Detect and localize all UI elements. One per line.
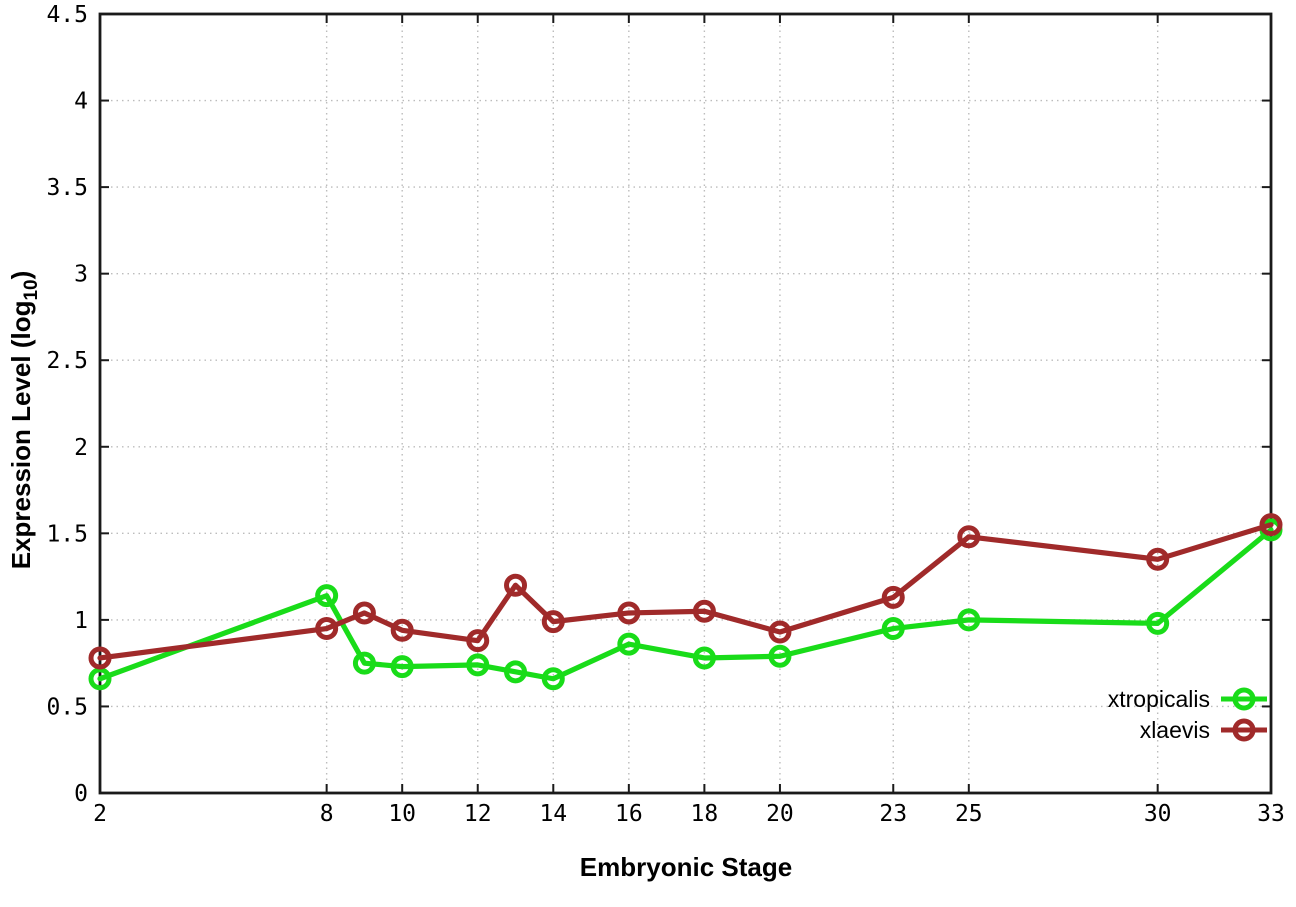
legend-marker-icon-xlaevis [1232, 718, 1256, 742]
data-point-xtropicalis [617, 632, 641, 656]
x-tick-label: 23 [879, 801, 907, 827]
data-point-xtropicalis [466, 653, 490, 677]
legend-label-xlaevis: xlaevis [1140, 717, 1210, 743]
plot-border [98, 12, 1273, 795]
data-point-xtropicalis [352, 651, 376, 675]
data-point-xtropicalis [541, 667, 565, 691]
series-line-xtropicalis [97, 527, 1274, 682]
data-point-xlaevis [768, 620, 792, 644]
data-point-xlaevis [1146, 547, 1170, 571]
x-tick-label: 33 [1257, 801, 1285, 827]
data-point-xlaevis [881, 585, 905, 609]
y-tick-label: 0.5 [46, 694, 88, 720]
y-axis-title-text: Expression Level (log [6, 301, 36, 570]
data-point-xtropicalis [957, 608, 981, 632]
x-tick-label: 10 [388, 801, 416, 827]
data-point-xtropicalis [1146, 611, 1170, 635]
data-point-xtropicalis [768, 644, 792, 668]
data-point-xlaevis [692, 599, 716, 623]
x-tick-label: 20 [766, 801, 794, 827]
data-point-xlaevis [957, 525, 981, 549]
x-tick-label: 30 [1144, 801, 1172, 827]
y-axis-title: Expression Level (log10) [6, 271, 42, 570]
x-tick-label: 16 [615, 801, 643, 827]
legend-label-xtropicalis: xtropicalis [1108, 686, 1210, 712]
data-point-xtropicalis [692, 646, 716, 670]
data-point-xtropicalis [504, 660, 528, 684]
x-tick-label: 25 [955, 801, 983, 827]
data-point-xlaevis [617, 601, 641, 625]
legend-marker-icon-xtropicalis [1232, 687, 1256, 711]
axes: 2 8 10 12 14 16 18 20 23 25 30 33 0 0.5 1 1.5 2 2.5 3 3.5 4 4… [46, 2, 1284, 827]
data-point-xtropicalis [315, 584, 339, 608]
y-tick-label: 2.5 [46, 348, 88, 374]
x-tick-label: 14 [539, 801, 567, 827]
data-point-xlaevis [466, 629, 490, 653]
data-point-xtropicalis [390, 655, 414, 679]
x-tick-label: 12 [464, 801, 492, 827]
data-point-xlaevis [352, 601, 376, 625]
y-tick-label: 1.5 [46, 521, 88, 547]
legend: xtropicalis xlaevis [1108, 686, 1267, 743]
data-point-xtropicalis [881, 617, 905, 641]
data-point-xtropicalis [88, 667, 112, 691]
y-tick-label: 2 [74, 435, 88, 461]
y-tick-label: 4 [74, 89, 88, 115]
y-tick-label: 0 [74, 781, 88, 807]
data-point-xlaevis [541, 610, 565, 634]
series-line-xlaevis [97, 522, 1274, 661]
y-tick-label: 3 [74, 262, 88, 288]
series [88, 513, 1283, 691]
data-point-xlaevis [504, 573, 528, 597]
y-axis-title-close: ) [6, 271, 36, 280]
y-tick-label: 4.5 [46, 2, 88, 28]
y-tick-label: 3.5 [46, 175, 88, 201]
gridlines [99, 13, 1272, 794]
data-point-xlaevis [1259, 513, 1283, 537]
data-point-xlaevis [315, 617, 339, 641]
x-tick-label: 2 [93, 801, 107, 827]
x-tick-label: 8 [320, 801, 334, 827]
data-point-xlaevis [390, 618, 414, 642]
x-axis-title: Embryonic Stage [580, 852, 792, 882]
y-axis-title-subscript: 10 [21, 279, 42, 300]
data-point-xlaevis [88, 646, 112, 670]
x-tick-label: 18 [691, 801, 719, 827]
y-tick-label: 1 [74, 608, 88, 634]
